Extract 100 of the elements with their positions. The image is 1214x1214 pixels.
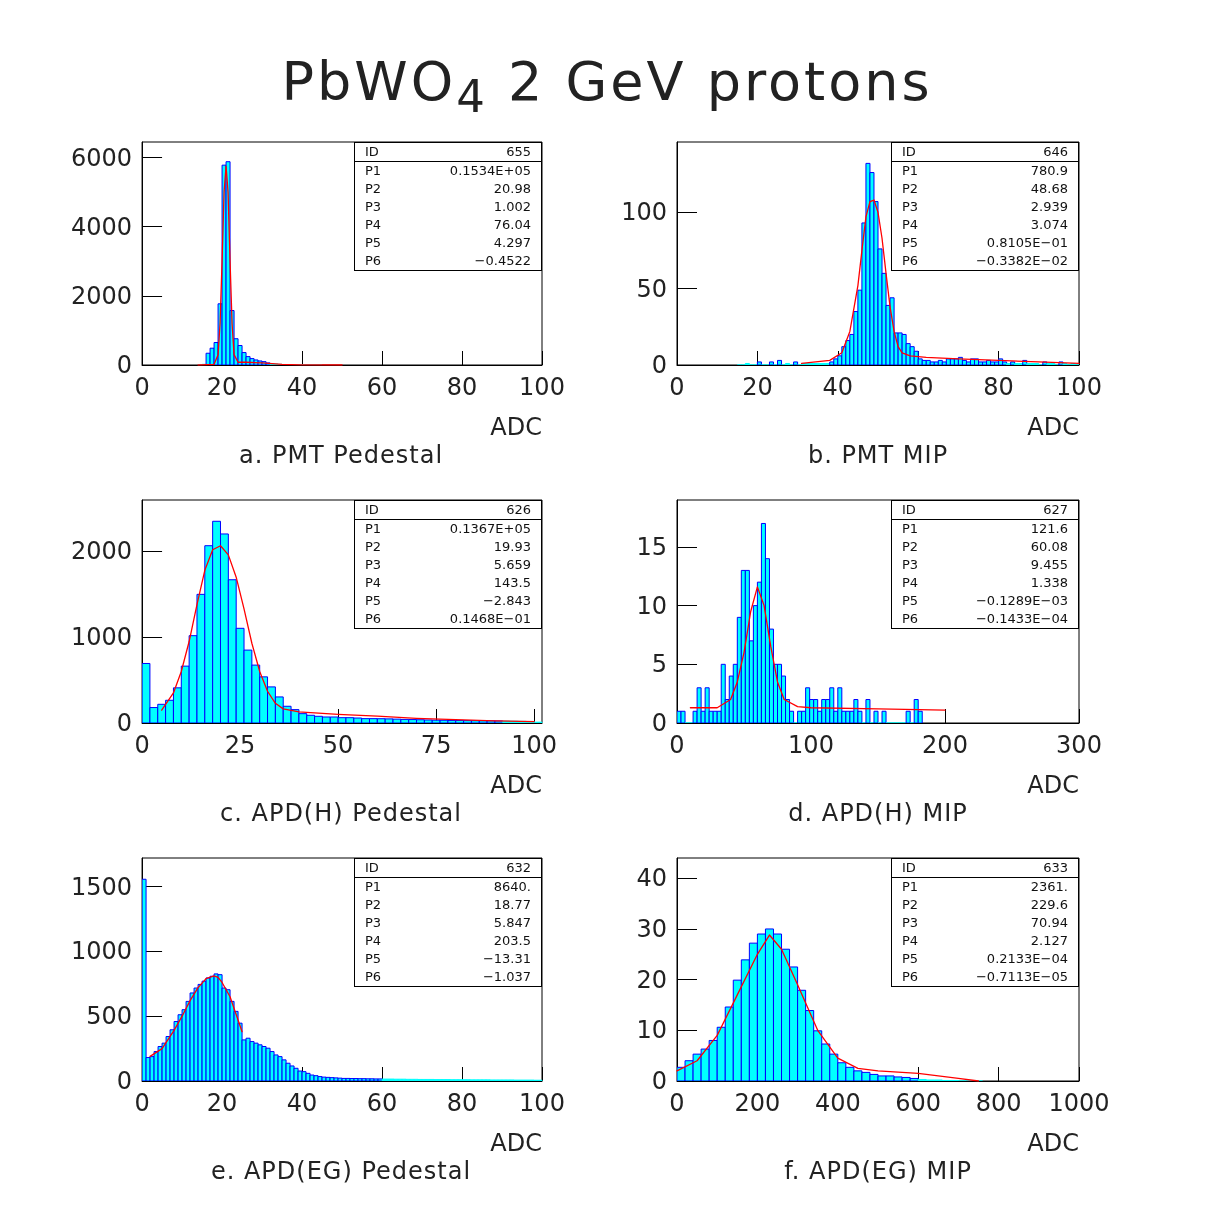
- annotation: P4: [902, 216, 919, 234]
- annotation: P4: [902, 574, 919, 592]
- x-tick-label: 40: [286, 1089, 318, 1117]
- annotation: P5: [365, 234, 382, 252]
- annotation: 655: [506, 143, 531, 161]
- text: a. PMT Pedestal: [237, 441, 445, 469]
- annotation: P1: [902, 878, 919, 896]
- annotation: P5: [902, 234, 919, 252]
- annotation: 2.939: [1030, 198, 1068, 216]
- y-tick-label: 0: [116, 351, 133, 379]
- annotation: 4.297: [493, 234, 531, 252]
- x-tick-label: 75: [420, 731, 452, 759]
- text: d. APD(H) MIP: [787, 799, 969, 827]
- annotation: P2: [365, 538, 382, 556]
- annotation: 18.77: [493, 896, 531, 914]
- x-axis-title: ADC: [489, 413, 542, 441]
- annotation: 1.002: [493, 198, 531, 216]
- y-tick-label: 0: [651, 351, 667, 379]
- annotation: 60.08: [1030, 538, 1068, 556]
- annotation: 3.074: [1030, 216, 1068, 234]
- annotation: 780.9: [1030, 162, 1068, 180]
- text: f. APD(EG) MIP: [783, 1157, 973, 1185]
- x-tick-label: 80: [983, 373, 1014, 401]
- annotation: P4: [902, 932, 919, 950]
- x-axis-title: ADC: [1026, 413, 1079, 441]
- annotation: −0.3382E−02: [975, 252, 1068, 270]
- x-tick-label: 80: [446, 1089, 478, 1117]
- annotation: P4: [365, 216, 382, 234]
- x-tick-label: 0: [669, 373, 685, 401]
- annotation: 5.659: [493, 556, 531, 574]
- annotation: −0.7113E−05: [975, 968, 1068, 986]
- annotation: 1.338: [1030, 574, 1068, 592]
- text: c. APD(H) Pedestal: [219, 799, 463, 827]
- annotation: P4: [365, 932, 382, 950]
- annotation: P3: [902, 556, 919, 574]
- annotation: P1: [365, 162, 382, 180]
- annotation: 5.847: [493, 914, 531, 932]
- annotation: P2: [902, 180, 919, 198]
- y-tick-label: 1000: [71, 623, 133, 652]
- x-tick-label: 20: [206, 1089, 238, 1117]
- annotation: 2.127: [1030, 932, 1068, 950]
- y-tick-label: 2000: [71, 281, 133, 310]
- y-tick-label: 1000: [71, 937, 133, 966]
- y-tick-label: 40: [636, 864, 667, 893]
- x-tick-label: 60: [902, 373, 934, 401]
- y-tick-label: 6000: [71, 143, 133, 172]
- annotation: P3: [365, 914, 382, 932]
- annotation: 143.5: [493, 574, 531, 592]
- x-tick-label: 1000: [1048, 1089, 1110, 1117]
- x-tick-label: 20: [206, 373, 238, 401]
- annotation: ID: [902, 859, 916, 877]
- y-tick-label: 0: [651, 1067, 667, 1095]
- annotation: 632: [506, 859, 531, 877]
- y-tick-label: 1500: [71, 872, 133, 901]
- annotation: P6: [902, 968, 919, 986]
- text: e. APD(EG) Pedestal: [209, 1157, 473, 1185]
- y-tick-label: 50: [636, 274, 667, 303]
- annotation: 9.455: [1030, 556, 1068, 574]
- y-tick-label: 0: [116, 709, 133, 737]
- y-tick-label: 0: [116, 1067, 133, 1095]
- annotation: P6: [365, 252, 382, 270]
- annotation: ID: [365, 501, 379, 519]
- x-tick-label: 50: [322, 731, 354, 759]
- annotation: P5: [365, 592, 382, 610]
- annotation: 70.94: [1030, 914, 1068, 932]
- annotation: ID: [902, 501, 916, 519]
- annotation: P3: [365, 556, 382, 574]
- annotation: P2: [902, 896, 919, 914]
- annotation: 229.6: [1030, 896, 1068, 914]
- x-axis-title: ADC: [489, 1129, 542, 1157]
- annotation: P3: [365, 198, 382, 216]
- x-tick-label: 40: [822, 373, 854, 401]
- annotation: −1.037: [482, 968, 531, 986]
- annotation: P3: [902, 914, 919, 932]
- x-tick-label: 60: [366, 1089, 398, 1117]
- x-tick-label: 40: [286, 373, 318, 401]
- annotation: P5: [902, 950, 919, 968]
- annotation: 633: [1043, 859, 1068, 877]
- annotation: ID: [365, 859, 379, 877]
- x-tick-label: 100: [788, 731, 834, 759]
- x-axis-title: ADC: [489, 771, 542, 799]
- y-tick-label: 2000: [71, 537, 133, 566]
- annotation: −0.1433E−04: [975, 610, 1068, 628]
- x-axis-title: ADC: [1026, 1129, 1079, 1157]
- y-tick-label: 30: [636, 914, 667, 943]
- text: b. PMT MIP: [806, 441, 950, 469]
- x-tick-label: 80: [446, 373, 478, 401]
- x-tick-label: 0: [669, 731, 685, 759]
- x-tick-label: 300: [1056, 731, 1102, 759]
- annotation: 8640.: [493, 878, 531, 896]
- x-tick-label: 600: [895, 1089, 942, 1117]
- annotation: 627: [1043, 501, 1068, 519]
- chart-subtitle: PbWO$_{4}$ 2 GeV protons: [280, 50, 934, 123]
- annotation: −0.1289E−03: [975, 592, 1068, 610]
- x-axis-title: ADC: [1026, 771, 1079, 799]
- annotation: 0.1534E+05: [449, 162, 531, 180]
- annotation: P4: [365, 574, 382, 592]
- annotation: P2: [365, 180, 382, 198]
- annotation: P2: [902, 538, 919, 556]
- x-tick-label: 100: [519, 373, 565, 401]
